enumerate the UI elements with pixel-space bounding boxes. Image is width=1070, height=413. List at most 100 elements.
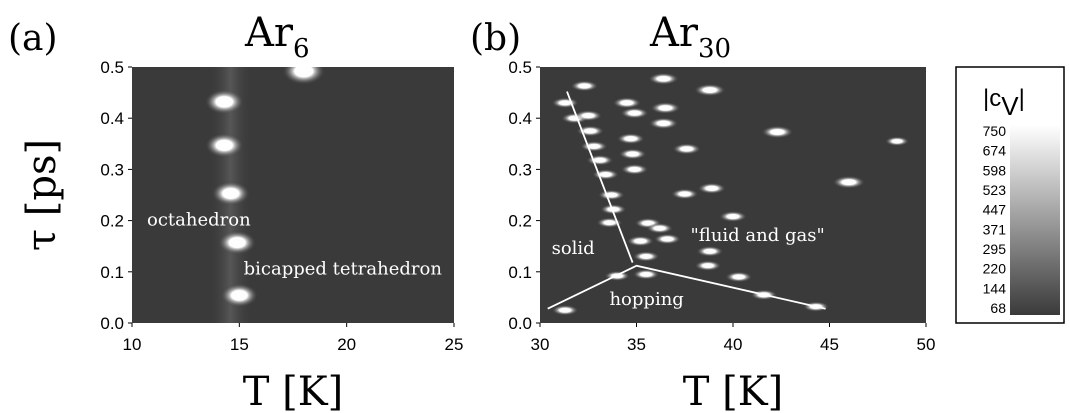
panel-b-xtick-label: 35 bbox=[627, 335, 646, 354]
panel-b-xtick-label: 50 bbox=[917, 335, 936, 354]
panel-a-spot bbox=[222, 188, 240, 199]
panel-b-spot bbox=[578, 83, 591, 89]
colorbar-level-label: 144 bbox=[983, 280, 1007, 296]
panel-b-label: (b) bbox=[470, 18, 521, 59]
panel-a-title-sub: 6 bbox=[293, 34, 310, 64]
panel-b-boundary-line bbox=[566, 91, 634, 263]
panel-a-annotation: bicapped tetrahedron bbox=[244, 258, 443, 279]
colorbar-level-label: 674 bbox=[983, 143, 1007, 159]
panel-a-ylabel: τ [ps] bbox=[19, 139, 65, 251]
panel-b-spot bbox=[656, 76, 671, 82]
panel-b-spot bbox=[584, 128, 597, 134]
panel-a-spot bbox=[294, 67, 314, 78]
panel-b-title-base: Ar bbox=[649, 10, 699, 56]
panel-a-xtick-label: 10 bbox=[123, 335, 142, 354]
panel-b-spot bbox=[891, 139, 903, 144]
panel-b-spot bbox=[640, 254, 653, 259]
panel-b-xtick-label: 40 bbox=[724, 335, 743, 354]
colorbar-gradient bbox=[1010, 125, 1060, 315]
panel-b-spot bbox=[626, 151, 639, 157]
panel-b-spot bbox=[603, 220, 616, 225]
panel-b-spot bbox=[599, 172, 612, 177]
colorbar-level-label: 220 bbox=[983, 261, 1007, 277]
panel-a-ytick-label: 0.3 bbox=[100, 160, 124, 179]
panel-b-title: Ar30 bbox=[649, 10, 731, 64]
panel-b-spot bbox=[658, 105, 673, 111]
panel-b-spot bbox=[841, 179, 856, 185]
panel-b-spot bbox=[620, 100, 634, 106]
colorbar-level-label: 750 bbox=[983, 123, 1007, 139]
colorbar-level-label: 295 bbox=[983, 241, 1007, 257]
panel-a-xtick-label: 15 bbox=[230, 335, 249, 354]
panel-b-ytick-label: 0.3 bbox=[508, 160, 532, 179]
colorbar-title-end: | bbox=[1019, 85, 1025, 112]
panel-b-ytick-label: 0.2 bbox=[508, 212, 532, 231]
panel-b-title-sub: 30 bbox=[698, 34, 731, 64]
panel-b-spot bbox=[640, 272, 653, 277]
panel-b-boundary-line bbox=[547, 264, 826, 310]
panel-b-xtick-label: 30 bbox=[531, 335, 550, 354]
panel-a-spot bbox=[228, 237, 246, 248]
panel-a-ytick-label: 0.5 bbox=[100, 58, 124, 77]
panel-b: 0.0 0.1 0.2 0.3 0.4 0.5 30 35 40 45 50 solid hoppi… bbox=[470, 10, 935, 413]
panel-b-annotation: hopping bbox=[609, 289, 683, 310]
panel-b-spot bbox=[607, 207, 620, 212]
panel-b-y-ticks: 0.0 0.1 0.2 0.3 0.4 0.5 bbox=[508, 58, 540, 333]
panel-b-spot bbox=[705, 185, 719, 191]
panel-a-title: Ar6 bbox=[244, 10, 310, 64]
panel-a-ytick-label: 0.1 bbox=[100, 263, 124, 282]
panel-a-x-ticks: 10 15 20 25 bbox=[123, 323, 464, 354]
panel-b-ytick-label: 0.1 bbox=[508, 263, 532, 282]
panel-a-plot-area bbox=[132, 67, 454, 323]
panel-b-spot bbox=[702, 263, 714, 268]
panel-b-spot bbox=[588, 144, 601, 149]
panel-b-spot bbox=[732, 274, 745, 280]
panel-b-spot bbox=[559, 100, 572, 106]
panel-a-annotation: octahedron bbox=[147, 210, 251, 231]
panel-b-annotation: "fluid and gas" bbox=[691, 225, 825, 246]
panel-b-spot bbox=[661, 236, 674, 242]
panel-b-spot bbox=[770, 129, 785, 135]
panel-b-spot bbox=[653, 225, 666, 231]
panel-b-boundary-lines bbox=[547, 91, 826, 310]
colorbar-title-base: |c bbox=[983, 85, 1001, 112]
panel-a-title-base: Ar bbox=[244, 10, 294, 56]
panel-b-xtick-label: 45 bbox=[820, 335, 839, 354]
panel-b-x-ticks: 30 35 40 45 50 bbox=[531, 323, 936, 354]
panel-a-spot bbox=[215, 96, 233, 108]
panel-a-xtick-label: 20 bbox=[337, 335, 356, 354]
colorbar-level-label: 447 bbox=[983, 202, 1007, 218]
panel-b-xlabel: T [K] bbox=[683, 369, 784, 413]
panel-b-spot bbox=[634, 238, 647, 244]
panel-b-spot bbox=[702, 87, 717, 93]
panel-b-spot bbox=[656, 120, 671, 126]
colorbar-labels: 750 674 598 523 447 371 295 220 144 68 bbox=[983, 123, 1007, 316]
panel-a-xtick-label: 25 bbox=[445, 335, 464, 354]
panel-b-spot bbox=[582, 113, 595, 119]
colorbar-level-label: 523 bbox=[983, 182, 1007, 198]
panel-a: 0.0 0.1 0.2 0.3 0.4 0.5 10 15 20 25 octahedron bi… bbox=[8, 10, 463, 413]
panel-a-spot bbox=[231, 290, 248, 301]
panel-a-spots bbox=[204, 67, 326, 308]
panel-b-spots bbox=[551, 72, 910, 316]
panel-b-spot bbox=[628, 110, 641, 116]
panel-b-ytick-label: 0.4 bbox=[508, 109, 532, 128]
panel-b-spot bbox=[559, 307, 571, 313]
panel-b-annotation: solid bbox=[552, 238, 595, 259]
panel-a-spot bbox=[215, 139, 233, 151]
colorbar-title: |cV| bbox=[983, 85, 1025, 121]
panel-a-label: (a) bbox=[8, 18, 58, 59]
colorbar-level-label: 68 bbox=[990, 300, 1006, 316]
panel-a-ytick-label: 0.0 bbox=[100, 314, 124, 333]
panel-b-spot bbox=[628, 167, 641, 172]
colorbar-title-sub: V bbox=[1001, 91, 1019, 121]
panel-b-ytick-label: 0.0 bbox=[508, 314, 532, 333]
colorbar-level-label: 371 bbox=[983, 221, 1007, 237]
panel-b-spot bbox=[680, 146, 693, 152]
panel-b-spot bbox=[703, 248, 716, 254]
panel-a-y-ticks: 0.0 0.1 0.2 0.3 0.4 0.5 bbox=[100, 58, 132, 333]
panel-b-spot bbox=[726, 214, 740, 219]
colorbar: |cV| 750 674 598 523 447 371 295 220 144 68 bbox=[955, 66, 1065, 324]
panel-a-ytick-label: 0.4 bbox=[100, 109, 124, 128]
